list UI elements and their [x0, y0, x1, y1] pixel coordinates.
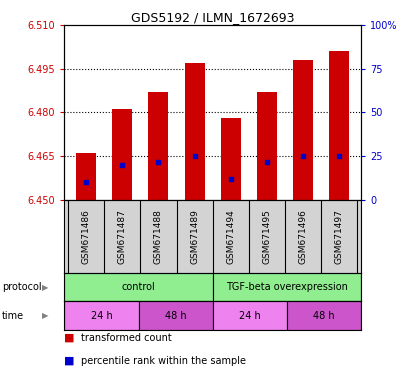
Text: GSM671495: GSM671495	[262, 209, 271, 263]
Text: GSM671486: GSM671486	[81, 209, 90, 263]
Bar	[185, 63, 205, 200]
Text: GSM671496: GSM671496	[299, 209, 308, 263]
Bar	[287, 301, 361, 330]
Bar	[330, 51, 349, 200]
Text: transformed count: transformed count	[81, 333, 172, 343]
Text: ■: ■	[64, 333, 75, 343]
Text: GSM671487: GSM671487	[118, 209, 127, 263]
Bar	[64, 273, 213, 301]
Text: 24 h: 24 h	[90, 311, 112, 321]
Text: protocol: protocol	[2, 282, 42, 292]
Title: GDS5192 / ILMN_1672693: GDS5192 / ILMN_1672693	[131, 11, 294, 24]
Text: ▶: ▶	[42, 311, 48, 320]
Text: ▶: ▶	[42, 283, 48, 291]
Bar	[221, 118, 241, 200]
Text: percentile rank within the sample: percentile rank within the sample	[81, 356, 246, 366]
Bar	[64, 301, 139, 330]
Bar	[213, 273, 361, 301]
Text: GSM671488: GSM671488	[154, 209, 163, 263]
Bar	[112, 109, 132, 200]
Text: time: time	[2, 311, 24, 321]
Text: 48 h: 48 h	[313, 311, 335, 321]
Text: ■: ■	[64, 356, 75, 366]
Bar	[213, 301, 287, 330]
Text: GSM671489: GSM671489	[190, 209, 199, 263]
Text: TGF-beta overexpression: TGF-beta overexpression	[226, 282, 348, 292]
Text: control: control	[122, 282, 155, 292]
Text: GSM671497: GSM671497	[335, 209, 344, 263]
Bar	[293, 60, 313, 200]
Bar	[257, 92, 277, 200]
Text: GSM671494: GSM671494	[226, 209, 235, 263]
Text: 48 h: 48 h	[165, 311, 186, 321]
Bar	[149, 92, 168, 200]
Bar	[76, 153, 96, 200]
Text: 24 h: 24 h	[239, 311, 261, 321]
Bar	[139, 301, 213, 330]
